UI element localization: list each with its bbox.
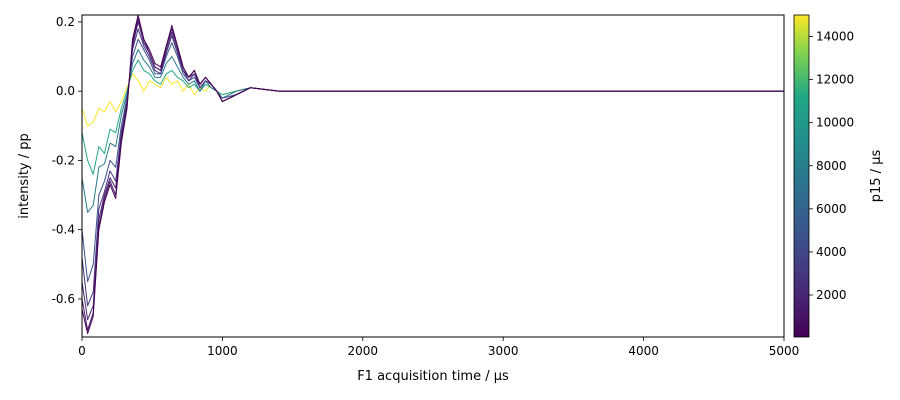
y-tick-label: -0.6 xyxy=(52,292,75,306)
x-tick-label: 2000 xyxy=(348,344,379,358)
colorbar-tick-label: 4000 xyxy=(816,245,847,259)
series-line-p15-2000 xyxy=(82,28,784,307)
colorbar-frame xyxy=(793,14,810,338)
colorbar-gradient xyxy=(794,15,809,337)
y-tick-label: -0.2 xyxy=(52,153,75,167)
x-axis-label: F1 acquisition time / μs xyxy=(357,369,509,384)
colorbar: 2000 4000 6000 8000 10000 12000 14000 p15 / μs xyxy=(793,14,884,338)
series-lines xyxy=(82,15,784,335)
series-line-p15-15000 xyxy=(82,73,784,127)
colorbar-tick-label: 14000 xyxy=(816,30,854,44)
colorbar-tick-label: 12000 xyxy=(816,73,854,87)
x-tick-label: 1000 xyxy=(207,344,238,358)
plot-frame xyxy=(81,14,785,338)
x-tick-label: 3000 xyxy=(488,344,519,358)
series-line-p15-400 xyxy=(82,17,784,331)
y-tick-label: 0.2 xyxy=(56,15,75,29)
series-line-p15-100 xyxy=(82,15,784,335)
y-axis-label: intensity / pp xyxy=(17,133,32,219)
colorbar-ticks: 2000 4000 6000 8000 10000 12000 14000 xyxy=(809,30,854,302)
y-tick-label: -0.4 xyxy=(52,223,75,237)
colorbar-tick-label: 10000 xyxy=(816,116,854,130)
colorbar-tick-label: 2000 xyxy=(816,288,847,302)
x-tick-label: 4000 xyxy=(628,344,659,358)
series-line-p15-1000 xyxy=(82,21,784,321)
y-tick-label: 0.0 xyxy=(56,84,75,98)
x-tick-label: 5000 xyxy=(769,344,800,358)
colorbar-tick-label: 8000 xyxy=(816,159,847,173)
y-axis: -0.6 -0.4 -0.2 0.0 0.2 xyxy=(52,15,82,306)
colorbar-label: p15 / μs xyxy=(869,150,884,203)
x-tick-label: 0 xyxy=(78,344,86,358)
x-axis: 0 1000 2000 3000 4000 5000 xyxy=(78,337,799,358)
colorbar-tick-label: 6000 xyxy=(816,202,847,216)
